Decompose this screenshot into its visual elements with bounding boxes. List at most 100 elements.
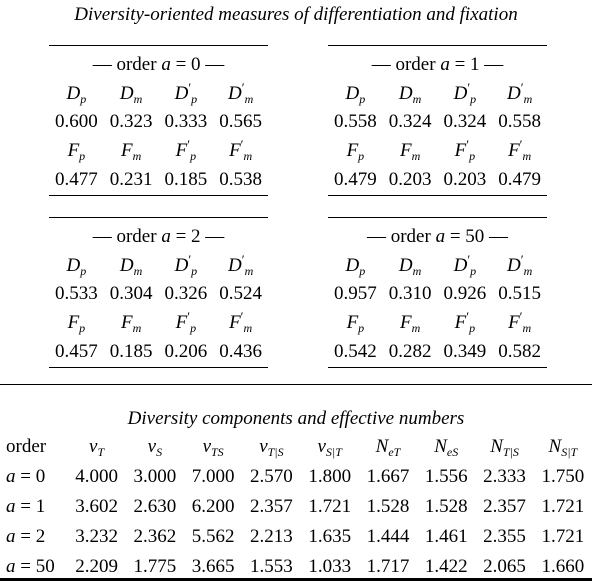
measure-value: 0.203	[388, 169, 432, 190]
value-cell: 1.422	[424, 556, 468, 577]
prime-mark: ′	[520, 80, 524, 95]
value-cell: 3.232	[75, 526, 118, 547]
value-cell: 1.660	[541, 556, 585, 577]
panel-bottom-rule	[49, 367, 268, 368]
measure-symbol: Fm	[399, 140, 421, 163]
measure-value: 0.533	[55, 283, 98, 304]
value-row: 0.479 0.203 0.203 0.479	[328, 168, 547, 192]
subscript: p	[359, 92, 366, 106]
measure-symbol: Fp	[346, 140, 365, 163]
measure-symbol: F′p	[454, 137, 476, 163]
value-cell: 1.635	[308, 526, 352, 547]
value-cell: 2.570	[250, 466, 293, 487]
measure-value: 0.600	[55, 111, 98, 132]
column-header: vS	[126, 432, 184, 462]
order-var: a	[161, 226, 171, 247]
value-cell: 1.033	[308, 556, 352, 577]
value-cell: 1.528	[424, 496, 468, 517]
symbol-row: Dp Dm D′p D′m	[328, 80, 547, 106]
subscript: eT	[388, 445, 401, 459]
subscript: m	[523, 92, 533, 106]
measure-symbol: Dp	[345, 83, 366, 106]
subscript: m	[132, 149, 142, 163]
prime-mark: ′	[519, 137, 523, 152]
measure-value: 0.957	[334, 283, 377, 304]
panel-top-rule	[49, 217, 268, 218]
measure-value: 0.206	[164, 341, 208, 362]
prime-mark: ′	[519, 309, 523, 324]
value-cell: 1.556	[424, 466, 468, 487]
measure-value: 0.558	[498, 111, 541, 132]
measure-value: 0.304	[109, 283, 153, 304]
panel-top-rule	[328, 217, 547, 218]
table-row: a = 0 4.000 3.000 7.000 2.570 1.800 1.667 1.556…	[0, 462, 592, 492]
value-cell: 2.065	[483, 556, 526, 577]
component-symbol: v	[89, 436, 98, 457]
measure-value: 0.565	[219, 111, 262, 132]
prime-mark: ′	[188, 80, 192, 95]
measure-symbol: Dm	[119, 83, 143, 106]
value-cell: 2.355	[483, 526, 526, 547]
measure-symbol: D′m	[507, 80, 533, 106]
prime-mark: ′	[241, 80, 245, 95]
order-cell: a = 50	[6, 556, 55, 577]
subscript: p	[79, 321, 86, 335]
component-symbol: v	[259, 436, 268, 457]
measure-symbol: F′m	[229, 137, 253, 163]
subscript: p	[79, 149, 86, 163]
value-cell: 2.333	[483, 466, 526, 487]
order-cell: a = 1	[6, 496, 46, 517]
measure-value: 0.231	[109, 169, 153, 190]
prime-mark: ′	[240, 309, 244, 324]
value-cell: 7.000	[191, 466, 235, 487]
column-header: NT|S	[475, 432, 533, 462]
component-symbol: v	[317, 436, 326, 457]
value-row: 0.558 0.324 0.324 0.558	[328, 110, 547, 134]
value-row: 0.542 0.282 0.349 0.582	[328, 340, 547, 364]
subscript: p	[190, 149, 197, 163]
measure-value: 0.558	[334, 111, 377, 132]
table-bottom-rule	[0, 578, 592, 581]
measure-value: 0.457	[55, 341, 98, 362]
order-var: a	[440, 54, 450, 75]
value-row: 0.600 0.323 0.333 0.565	[49, 110, 268, 134]
measure-value: 0.515	[498, 283, 541, 304]
subscript: m	[244, 92, 254, 106]
measure-value: 0.479	[498, 169, 541, 190]
subscript: m	[412, 264, 422, 278]
prime-mark: ′	[241, 252, 245, 267]
symbol-row: Fp Fm F′p F′m	[49, 137, 268, 163]
subscript: p	[358, 321, 365, 335]
subscript: m	[523, 264, 533, 278]
prime-mark: ′	[520, 252, 524, 267]
component-symbol: N	[434, 436, 447, 457]
subscript: m	[243, 149, 253, 163]
measure-symbol: D′m	[228, 252, 254, 278]
subscript: p	[470, 92, 477, 106]
value-cell: 1.800	[308, 466, 352, 487]
subscript: p	[359, 264, 366, 278]
table-row: a = 50 2.209 1.775 3.665 1.553 1.033 1.717 1.42…	[0, 552, 592, 582]
prime-mark: ′	[187, 137, 191, 152]
subscript: m	[522, 321, 532, 335]
value-cell: 1.721	[541, 496, 585, 517]
prime-mark: ′	[467, 80, 471, 95]
column-header: vT	[67, 432, 125, 462]
component-symbol: N	[548, 436, 562, 457]
components-header-row: order vT vS vTS vT|S vS|T NeT NeS NT|S NS|T	[0, 432, 592, 462]
order-label: — order a = 2 —	[92, 226, 225, 247]
value-cell: 1.717	[366, 556, 410, 577]
value-cell: 2.357	[250, 496, 293, 517]
measure-value: 0.538	[219, 169, 262, 190]
subscript: p	[469, 321, 476, 335]
value-row: 0.957 0.310 0.926 0.515	[328, 282, 547, 306]
measure-symbol: Fp	[67, 312, 86, 335]
symbol-row: Dp Dm D′p D′m	[328, 252, 547, 278]
value-cell: 1.461	[424, 526, 468, 547]
subscript: m	[133, 264, 143, 278]
panel-bottom-rule	[49, 195, 268, 196]
subscript: S|T	[325, 445, 342, 459]
value-row: 0.477 0.231 0.185 0.538	[49, 168, 268, 192]
panel-top-rule	[328, 45, 547, 46]
measure-symbol: D′p	[174, 252, 198, 278]
